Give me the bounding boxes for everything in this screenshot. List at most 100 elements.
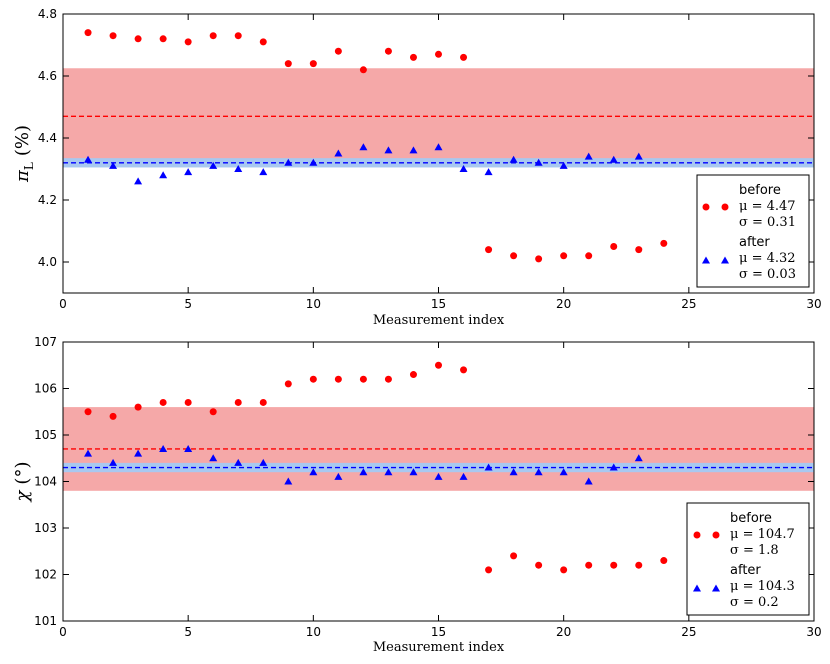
x-tick-label: 20 — [556, 297, 571, 311]
data-point-after — [359, 143, 368, 151]
data-point-before — [359, 375, 367, 383]
data-point-after — [259, 168, 268, 176]
data-point-after — [234, 458, 243, 466]
data-point-before — [84, 29, 92, 37]
data-point-before — [184, 398, 192, 406]
x-tick-label: 10 — [306, 297, 321, 311]
data-point-before — [359, 66, 367, 74]
x-tick-label: 30 — [806, 625, 821, 639]
data-point-after — [409, 146, 418, 154]
data-point-after — [609, 155, 618, 163]
data-point-after — [334, 472, 343, 480]
x-axis-label: Measurement index — [373, 640, 505, 655]
data-point-after — [134, 177, 143, 185]
y-axis-label-symbol: χ — [12, 489, 33, 503]
legend: before μ = 104.7 σ = 1.8 after μ = 104.3… — [686, 502, 810, 616]
data-point-after — [634, 152, 643, 160]
data-point-before — [610, 561, 618, 569]
legend-marker-before — [693, 531, 701, 539]
legend-marker-after — [712, 584, 720, 592]
legend-mu-after: μ = 4.32 — [739, 251, 796, 266]
legend-label-after: after — [730, 563, 761, 578]
data-point-after — [384, 146, 393, 154]
data-point-before — [384, 47, 392, 55]
x-tick-label: 15 — [431, 625, 446, 639]
data-point-after — [534, 158, 543, 166]
data-point-after — [584, 152, 593, 160]
data-point-before — [159, 35, 167, 43]
x-tick-label: 0 — [59, 297, 67, 311]
data-points — [84, 29, 668, 263]
data-point-after — [284, 477, 293, 485]
data-point-before — [334, 375, 342, 383]
data-point-before — [435, 50, 442, 58]
data-point-after — [234, 165, 243, 172]
data-point-before — [309, 375, 317, 383]
data-point-before — [134, 403, 142, 411]
x-tick-label: 25 — [681, 297, 696, 311]
data-point-after — [484, 463, 493, 471]
data-point-before — [309, 60, 317, 68]
legend-sigma-before: σ = 1.8 — [730, 543, 779, 558]
y-tick-label: 107 — [34, 335, 57, 349]
data-point-after — [209, 454, 218, 462]
data-point-after — [609, 463, 618, 471]
data-point-before — [560, 252, 568, 260]
legend: before μ = 4.47 σ = 0.31 after μ = 4.32 … — [696, 174, 810, 288]
data-point-after — [384, 468, 393, 476]
y-tick-label: 106 — [34, 382, 57, 396]
data-point-before — [134, 35, 142, 43]
axis-ticks: 0 5 10 15 20 25 30 4.0 4.2 4.4 4.6 4.8 — [38, 7, 822, 311]
data-point-before — [535, 561, 543, 569]
legend-label-after: after — [739, 235, 770, 250]
data-point-before — [409, 53, 417, 61]
data-point-after — [84, 155, 93, 163]
data-point-after — [284, 158, 293, 166]
data-point-after — [509, 155, 518, 163]
data-point-before — [409, 371, 417, 379]
data-point-after — [359, 468, 368, 476]
data-points — [84, 361, 668, 574]
data-point-before — [485, 246, 493, 254]
legend-sigma-after: σ = 0.2 — [730, 595, 779, 610]
data-point-after — [309, 158, 318, 166]
x-tick-label: 0 — [59, 625, 67, 639]
data-point-after — [434, 143, 443, 151]
data-point-before — [109, 412, 117, 420]
data-point-before — [660, 557, 668, 565]
legend-mu-before: μ = 4.47 — [739, 199, 796, 214]
panel-polarization-fraction: 0 5 10 15 20 25 30 4.0 4.2 4.4 4.6 4.8 Measurement … — [12, 7, 822, 328]
data-point-before — [435, 361, 442, 369]
data-point-before — [209, 32, 217, 40]
data-point-after — [259, 458, 268, 466]
mean-lines — [63, 448, 814, 469]
data-point-before — [84, 408, 92, 416]
data-point-after — [534, 468, 543, 476]
data-point-after — [159, 444, 168, 452]
data-point-before — [560, 566, 568, 574]
legend-marker-after — [702, 256, 710, 264]
y-tick-label: 105 — [34, 428, 57, 442]
data-point-after — [334, 149, 343, 157]
data-point-after — [209, 161, 218, 169]
data-point-before — [159, 398, 167, 406]
data-point-after — [559, 468, 568, 476]
data-point-after — [584, 477, 593, 485]
y-tick-label: 4.8 — [38, 7, 57, 21]
data-point-before — [209, 408, 217, 416]
data-point-before — [284, 60, 292, 68]
data-point-before — [510, 252, 518, 260]
legend-label-before: before — [730, 511, 772, 526]
data-point-before — [109, 32, 117, 40]
data-point-before — [460, 53, 468, 61]
x-tick-label: 15 — [431, 297, 446, 311]
data-point-after — [159, 171, 168, 179]
x-tick-label: 20 — [556, 625, 571, 639]
data-point-before — [184, 38, 192, 46]
data-point-after — [109, 458, 118, 466]
x-tick-label: 5 — [184, 625, 192, 639]
y-axis-label-subscript: L — [22, 162, 36, 170]
legend-sigma-after: σ = 0.03 — [739, 267, 796, 282]
x-tick-label: 30 — [806, 297, 821, 311]
